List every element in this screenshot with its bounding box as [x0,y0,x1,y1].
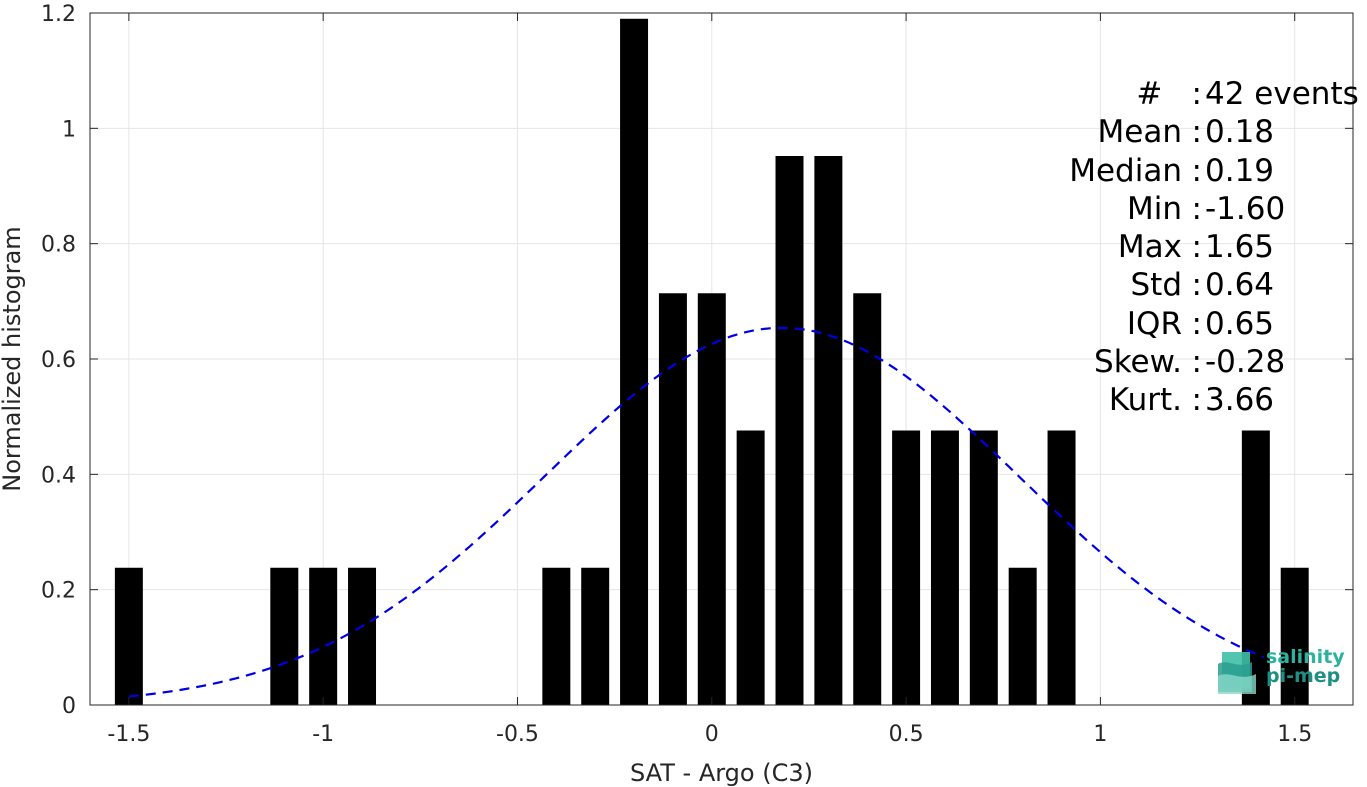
stat-label: Kurt. [1108,382,1182,419]
x-axis-label: SAT - Argo (C3) [630,759,813,787]
histogram-bar [1008,567,1037,705]
stats-box: # :42 events Mean:0.18 Median:0.19 Min: -… [1018,75,1359,420]
logo-waves-icon [1218,652,1256,694]
histogram-bar [1047,430,1076,705]
stat-row-median: Median:0.19 [1069,152,1275,189]
stat-row-count: # :42 events [1136,76,1359,112]
x-tick-label: 0 [705,722,719,747]
histogram-bar [814,156,843,706]
histogram-bar [853,293,882,705]
stat-row-skew: Skew.: -0.28 [1094,344,1286,381]
stat-label: Skew. [1094,344,1182,381]
histogram-bar [775,156,804,706]
stat-value: -1.60 [1205,190,1286,227]
histogram-bar [348,567,377,705]
histogram-bar [736,430,765,705]
x-tick-label: -0.5 [496,722,539,747]
stat-value: 0.65 [1205,305,1275,342]
stat-value: 3.66 [1205,382,1275,419]
stat-label: Mean [1097,114,1182,151]
stat-value: 0.19 [1205,152,1275,189]
histogram-bar [697,293,726,705]
x-tick-label: -1 [312,722,334,747]
logo-line1: salinity [1266,646,1345,668]
histogram-bar [658,293,687,705]
stat-label: IQR [1126,305,1182,342]
stat-value: 1.65 [1205,229,1275,266]
stat-value: 42 events [1205,76,1359,112]
y-axis-label: Normalized histogram [0,226,26,491]
logo-line2: pi-mep [1266,665,1341,687]
stat-row-iqr: IQR:0.65 [1126,305,1275,342]
stat-label: Max [1117,229,1182,266]
histogram-bar [930,430,959,705]
stat-row-std: Std:0.64 [1130,267,1275,304]
gaussian-fit-curve [128,326,1265,698]
stat-label: Min [1126,190,1182,227]
stat-row-min: Min: -1.60 [1126,190,1286,227]
y-tick-label: 0.6 [41,348,76,373]
histogram-bar [581,567,610,705]
stat-value: -0.28 [1205,344,1286,381]
y-tick-label: 0 [62,694,76,719]
y-tick-label: 0.4 [41,463,76,488]
stat-label: Std [1130,267,1182,304]
stat-row-mean: Mean:0.18 [1097,114,1275,151]
stat-label: # [1136,76,1182,112]
histogram-bar [892,430,921,705]
stat-row-kurt: Kurt.:3.66 [1108,382,1275,419]
histogram-bar [620,18,649,706]
y-tick-label: 0.8 [41,233,76,258]
histogram-bar [309,567,338,705]
y-tick-label: 1 [62,117,76,142]
histogram-bar [1280,567,1309,705]
histogram-bar [270,567,299,705]
stat-value: 0.18 [1205,114,1275,151]
salinity-pimep-logo: salinity pi-mep [1216,648,1346,694]
y-tick-label: 1.2 [41,2,76,27]
x-tick-label: 0.5 [889,722,924,747]
stat-value: 0.64 [1205,267,1275,304]
histogram-bar [114,567,143,705]
x-tick-label: 1.5 [1277,722,1312,747]
histogram-bar [969,430,998,705]
y-tick-label: 0.2 [41,579,76,604]
x-tick-label: 1 [1093,722,1107,747]
stat-label: Median [1069,152,1182,189]
stat-row-max: Max:1.65 [1117,229,1275,266]
x-tick-label: -1.5 [107,722,150,747]
histogram-bar [542,567,571,705]
